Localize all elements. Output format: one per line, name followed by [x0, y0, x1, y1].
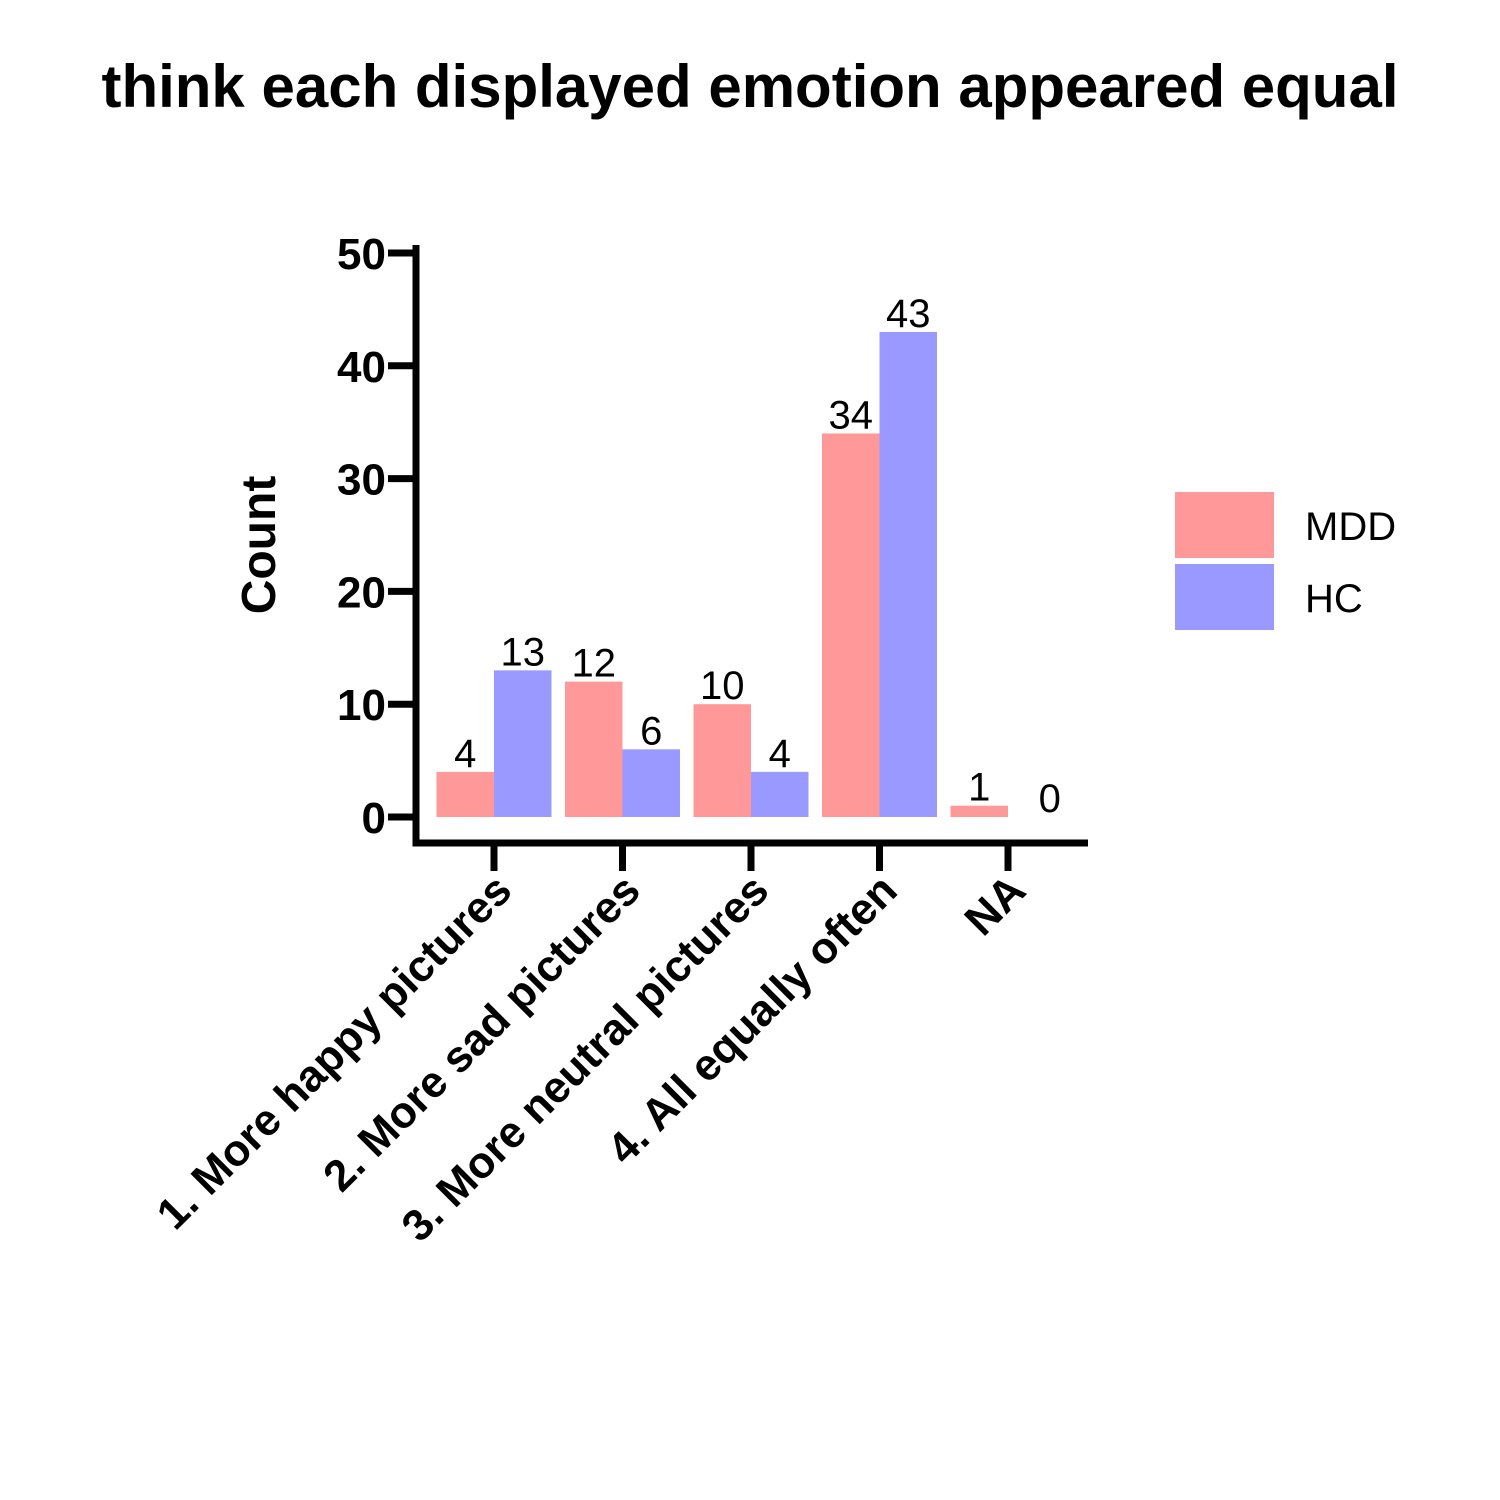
y-tick-label-20: 20	[337, 568, 386, 617]
data-label-hc-3: 4	[769, 732, 791, 776]
bar-mdd-5	[950, 805, 1008, 817]
data-label-hc-1: 13	[501, 630, 546, 674]
y-axis-label: Count	[233, 476, 286, 615]
data-label-mdd-2: 12	[572, 642, 617, 686]
data-label-mdd-5: 1	[968, 766, 990, 810]
data-label-hc-4: 43	[886, 292, 931, 336]
bar-mdd-1	[436, 771, 494, 817]
data-label-mdd-4: 34	[829, 393, 874, 437]
legend-label-hc: HC	[1305, 577, 1363, 621]
y-tick-label-10: 10	[337, 681, 386, 730]
bar-mdd-3	[693, 704, 751, 817]
y-tick-label-0: 0	[362, 794, 386, 843]
data-label-hc-5: 0	[1039, 777, 1061, 821]
bar-hc-4	[879, 331, 937, 817]
legend-swatch-mdd	[1175, 492, 1274, 558]
bar-hc-3	[751, 771, 809, 817]
x-category-label-5: NA	[955, 865, 1035, 945]
legend-swatch-hc	[1175, 564, 1274, 630]
data-label-mdd-3: 10	[700, 664, 745, 708]
bar-mdd-2	[565, 681, 623, 817]
y-ticks-layer: 0 10 20 30 40 50	[337, 230, 416, 843]
y-tick-label-30: 30	[337, 456, 386, 505]
y-tick-label-50: 50	[337, 230, 386, 279]
y-tick-label-40: 40	[337, 343, 386, 392]
data-label-hc-2: 6	[640, 709, 662, 753]
bar-hc-1	[494, 670, 552, 817]
legend-label-mdd: MDD	[1305, 505, 1396, 549]
data-label-mdd-1: 4	[454, 732, 476, 776]
bar-mdd-4	[822, 433, 880, 817]
bar-hc-2	[622, 749, 680, 817]
legend: MDD HC	[1175, 492, 1396, 630]
chart-title: think each displayed emotion appeared eq…	[101, 53, 1398, 120]
bars-layer	[436, 331, 1008, 817]
